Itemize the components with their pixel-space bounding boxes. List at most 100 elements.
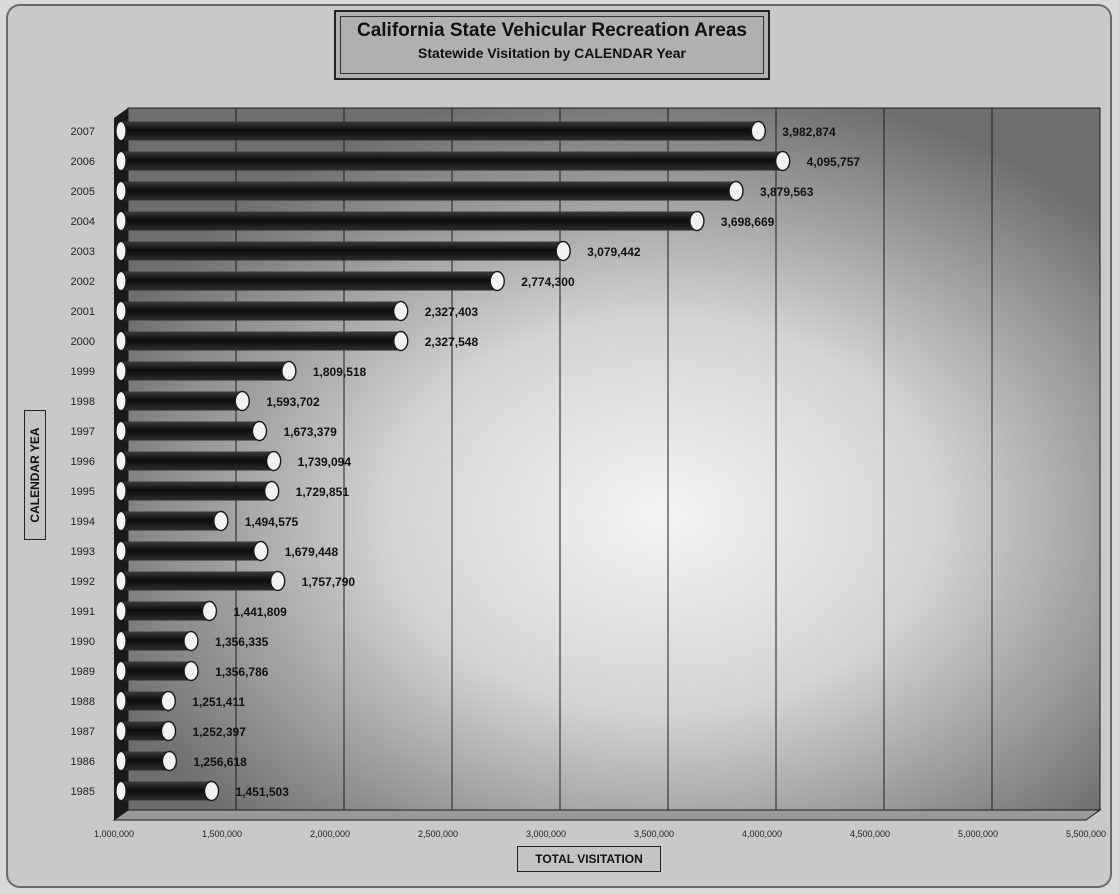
bar-base-cap — [115, 360, 127, 382]
bar-end-cap — [160, 690, 177, 712]
bar-value-label: 1,673,379 — [283, 425, 337, 439]
bar-end-cap — [263, 480, 280, 502]
bar-body — [120, 391, 243, 411]
bar-base-cap — [115, 780, 127, 802]
y-tick-label: 1991 — [71, 606, 95, 618]
y-tick-label: 1998 — [71, 396, 95, 408]
y-tick-label: 2003 — [71, 246, 95, 258]
bar-end-cap — [161, 750, 178, 772]
bar-1996 — [115, 450, 282, 472]
bar-base-cap — [115, 300, 127, 322]
bar-body — [120, 241, 564, 261]
bar-value-label: 1,729,851 — [296, 485, 350, 499]
y-axis-label-box — [24, 410, 46, 540]
bar-2004 — [115, 210, 705, 232]
bar-body — [120, 571, 278, 591]
bar-1992 — [115, 570, 286, 592]
y-tick-label: 1988 — [71, 696, 95, 708]
bar-value-label: 3,879,563 — [760, 185, 814, 199]
bar-end-cap — [728, 180, 744, 202]
y-tick-label: 1995 — [71, 486, 95, 498]
bar-end-cap — [251, 420, 268, 442]
bar-base-cap — [115, 450, 127, 472]
bar-value-label: 1,593,702 — [266, 395, 320, 409]
bar-value-label: 1,252,397 — [193, 725, 247, 739]
x-tick-label: 3,000,000 — [526, 829, 566, 839]
bar-base-cap — [115, 750, 127, 772]
bar-base-cap — [115, 120, 127, 142]
x-tick-label: 1,500,000 — [202, 829, 242, 839]
bar-value-label: 1,809,518 — [313, 365, 367, 379]
bar-end-cap — [213, 510, 229, 532]
bar-base-cap — [115, 660, 127, 682]
bar-end-cap — [489, 270, 505, 292]
bar-value-label: 1,251,411 — [192, 695, 245, 709]
bar-value-label: 2,774,300 — [521, 275, 575, 289]
bar-value-label: 4,095,757 — [807, 155, 861, 169]
bar-base-cap — [115, 480, 127, 502]
bar-end-cap — [201, 600, 218, 622]
bar-base-cap — [115, 630, 127, 652]
bar-2006 — [115, 150, 791, 172]
bar-base-cap — [115, 600, 127, 622]
bar-value-label: 1,679,448 — [285, 545, 339, 559]
y-tick-label: 1999 — [71, 366, 95, 378]
x-tick-label: 1,000,000 — [94, 829, 134, 839]
bar-body — [120, 661, 192, 681]
chart-title: California State Vehicular Recreation Ar… — [356, 20, 747, 41]
y-tick-label: 2000 — [71, 336, 95, 348]
bar-base-cap — [115, 420, 127, 442]
bar-base-cap — [115, 720, 127, 742]
bar-end-cap — [689, 210, 705, 232]
bar-end-cap — [234, 390, 250, 412]
x-tick-label: 5,000,000 — [958, 829, 998, 839]
bar-1986 — [115, 750, 178, 772]
bar-value-label: 1,356,335 — [215, 635, 269, 649]
bar-value-label: 1,494,575 — [245, 515, 299, 529]
y-tick-label: 1997 — [71, 426, 95, 438]
bar-1991 — [115, 600, 218, 622]
x-tick-label: 2,000,000 — [310, 829, 350, 839]
bar-value-label: 1,356,786 — [215, 665, 269, 679]
bar-1990 — [115, 630, 199, 652]
bar-body — [120, 481, 272, 501]
y-tick-label: 1996 — [71, 456, 95, 468]
bar-end-cap — [265, 450, 282, 472]
x-tick-label: 3,500,000 — [634, 829, 674, 839]
bar-value-label: 3,079,442 — [587, 245, 641, 259]
bar-body — [120, 271, 498, 291]
y-tick-label: 2006 — [71, 156, 95, 168]
bar-1988 — [115, 690, 177, 712]
bar-base-cap — [115, 270, 127, 292]
bar-1994 — [115, 510, 229, 532]
bar-1997 — [115, 420, 268, 442]
bar-body — [120, 691, 169, 711]
bar-1995 — [115, 480, 280, 502]
y-tick-label: 1989 — [71, 666, 95, 678]
y-axis-label: CALENDAR YEA — [28, 427, 42, 523]
bar-base-cap — [115, 180, 127, 202]
bar-body — [120, 751, 170, 771]
y-tick-label: 2005 — [71, 186, 95, 198]
chart-title-inner-border — [340, 16, 764, 74]
bar-value-label: 1,757,790 — [302, 575, 356, 589]
bar-body — [120, 541, 261, 561]
bar-base-cap — [115, 690, 127, 712]
bar-2001 — [115, 300, 409, 322]
x-tick-label: 4,000,000 — [742, 829, 782, 839]
y-tick-label: 1990 — [71, 636, 95, 648]
bar-end-cap — [750, 120, 767, 142]
bar-value-label: 2,327,548 — [425, 335, 479, 349]
bar-end-cap — [183, 630, 199, 652]
bar-base-cap — [115, 540, 127, 562]
bar-1998 — [115, 390, 250, 412]
bar-value-label: 1,256,618 — [193, 755, 247, 769]
bar-1989 — [115, 660, 199, 682]
bar-body — [120, 361, 289, 381]
bar-body — [120, 601, 210, 621]
bar-value-label: 3,698,669 — [721, 215, 775, 229]
bar-end-cap — [393, 300, 409, 322]
bar-end-cap — [555, 240, 571, 262]
bar-body — [120, 301, 401, 321]
